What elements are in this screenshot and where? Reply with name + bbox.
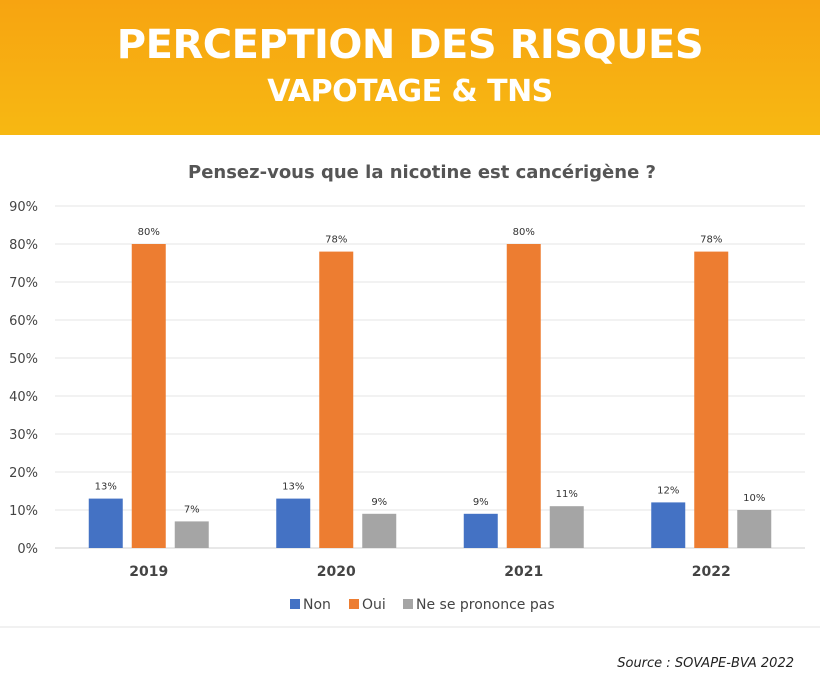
data-label: 78%: [325, 235, 347, 246]
x-category-label: 2021: [504, 564, 543, 580]
y-tick-label: 30%: [9, 428, 38, 443]
legend-label: Ne se prononce pas: [416, 597, 555, 613]
header-banner: PERCEPTION DES RISQUES VAPOTAGE & TNS: [0, 0, 820, 135]
x-category-label: 2022: [692, 564, 731, 580]
data-label: 78%: [700, 235, 722, 246]
bar-non-2021: [463, 513, 498, 548]
data-label: 9%: [473, 497, 489, 508]
legend-swatch-ne-se-prononce-pas: [403, 599, 413, 609]
y-tick-label: 60%: [9, 314, 38, 329]
source-note: Source : SOVAPE-BVA 2022: [617, 656, 794, 671]
data-label: 11%: [556, 489, 578, 500]
y-tick-label: 10%: [9, 504, 38, 519]
legend: Non Oui Ne se prononce pas: [290, 597, 555, 613]
bar-chart: Pensez-vous que la nicotine est cancérig…: [0, 162, 820, 628]
bar-non-2022: [651, 502, 686, 548]
data-label: 13%: [282, 482, 304, 493]
page-subtitle: VAPOTAGE & TNS: [267, 74, 553, 109]
data-label: 13%: [95, 482, 117, 493]
x-category-label: 2020: [317, 564, 356, 580]
data-label: 9%: [371, 497, 387, 508]
y-axis: 0% 10% 20% 30% 40% 50% 60% 70% 80% 90%: [9, 200, 38, 557]
data-label: 80%: [138, 227, 160, 238]
bar-oui-2019: [131, 244, 166, 548]
bar-oui-2021: [506, 244, 541, 548]
data-label: 10%: [743, 493, 765, 504]
bar-ne-se-prononce-pas-2020: [362, 513, 397, 548]
x-axis: 2019 2020 2021 2022: [129, 564, 730, 580]
bar-oui-2020: [319, 251, 354, 548]
legend-swatch-non: [290, 599, 300, 609]
bar-ne-se-prononce-pas-2022: [737, 510, 772, 548]
y-tick-label: 50%: [9, 352, 38, 367]
chart-title: Pensez-vous que la nicotine est cancérig…: [188, 162, 656, 183]
bar-non-2020: [276, 498, 311, 548]
legend-label: Oui: [362, 597, 386, 613]
bars: [88, 244, 772, 548]
y-tick-label: 70%: [9, 276, 38, 291]
page-title: PERCEPTION DES RISQUES: [116, 22, 704, 68]
bar-non-2019: [88, 498, 123, 548]
legend-swatch-oui: [349, 599, 359, 609]
gridlines: [55, 205, 805, 549]
bar-oui-2022: [694, 251, 729, 548]
data-label: 7%: [184, 504, 200, 515]
y-tick-label: 80%: [9, 238, 38, 253]
data-labels: 13% 80% 7% 13% 78% 9% 9% 80% 11% 12% 78% 10%: [95, 227, 766, 515]
bar-ne-se-prononce-pas-2019: [174, 521, 209, 548]
y-tick-label: 0%: [17, 542, 38, 557]
y-tick-label: 90%: [9, 200, 38, 215]
y-tick-label: 20%: [9, 466, 38, 481]
data-label: 12%: [657, 485, 679, 496]
data-label: 80%: [513, 227, 535, 238]
legend-label: Non: [303, 597, 331, 613]
x-category-label: 2019: [129, 564, 168, 580]
bar-ne-se-prononce-pas-2021: [549, 506, 584, 548]
y-tick-label: 40%: [9, 390, 38, 405]
